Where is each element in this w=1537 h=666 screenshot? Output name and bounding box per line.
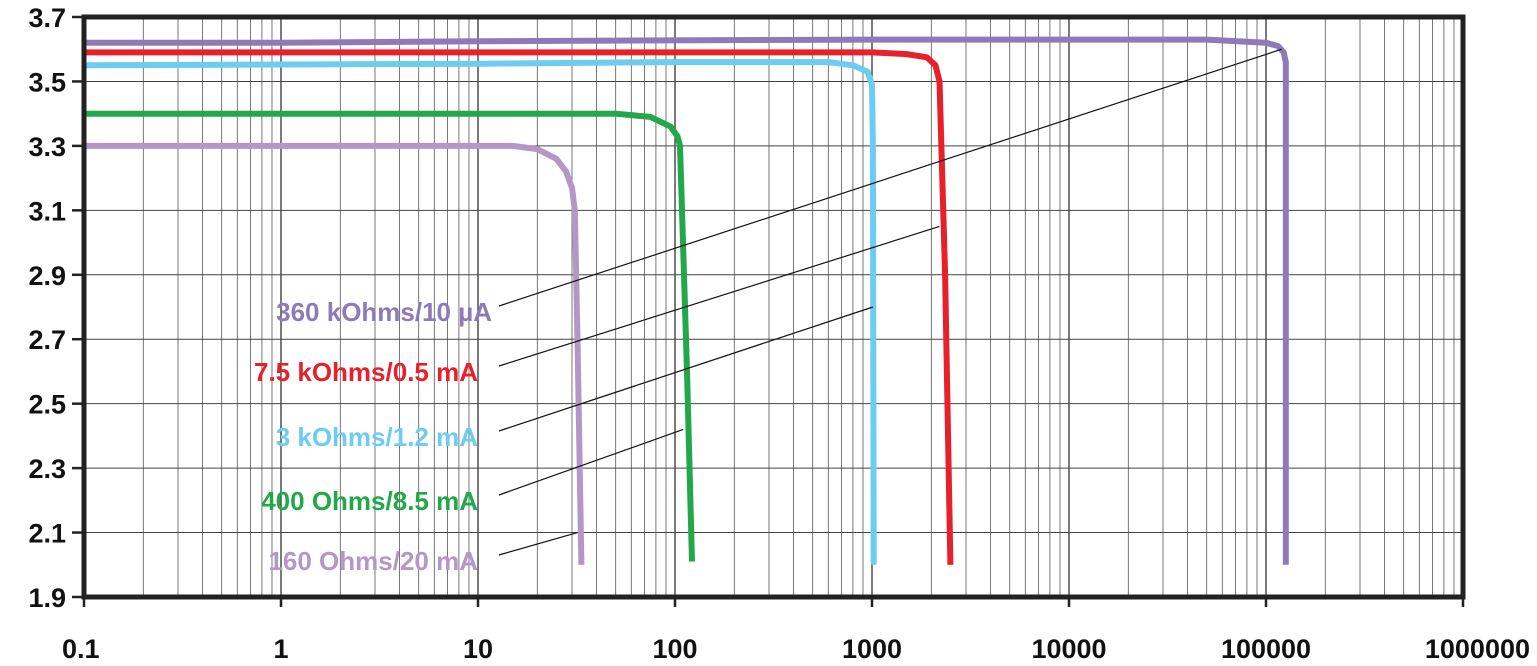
- x-tick-label: 10000: [1031, 634, 1106, 664]
- y-tick-label: 3.1: [28, 196, 66, 226]
- leader-lines: [498, 48, 1282, 556]
- y-tick-label: 2.7: [28, 325, 66, 355]
- series-label: 160 Ohms/20 mA: [268, 546, 478, 576]
- series-labels: 360 kOhms/10 µA 7.5 kOhms/0.5 mA 3 kOhms/1…: [254, 297, 492, 576]
- series-label: 7.5 kOhms/0.5 mA: [254, 357, 478, 387]
- y-tick-label: 2.9: [28, 261, 66, 291]
- y-tick-label: 3.3: [28, 132, 66, 162]
- x-tick-label: 100: [652, 634, 697, 664]
- y-tick-label: 2.5: [28, 390, 66, 420]
- series-lines: [83, 36, 1289, 565]
- x-tick-label: 100000: [1221, 634, 1311, 664]
- series-label: 360 kOhms/10 µA: [276, 297, 492, 327]
- y-tick-labels: 3.7 3.5 3.3 3.1 2.9 2.7 2.5 2.3 2.1 1.9: [28, 3, 66, 613]
- x-tick-labels: 0.1 1 10 100 1000 10000 100000 1000000: [62, 634, 1530, 664]
- x-tick-label: 1000000: [1425, 634, 1530, 664]
- x-tick-label: 1000: [842, 634, 902, 664]
- series-label: 3 kOhms/1.2 mA: [276, 422, 479, 452]
- y-tick-label: 3.7: [28, 3, 66, 33]
- y-tick-label: 3.5: [28, 67, 66, 97]
- series-label: 400 Ohms/8.5 mA: [261, 486, 478, 516]
- series-line: [84, 142, 585, 565]
- leader-line: [498, 48, 1282, 307]
- y-tick-label: 1.9: [28, 583, 66, 613]
- leader-line: [498, 306, 874, 432]
- series-line: [84, 110, 695, 562]
- leader-line: [498, 225, 940, 367]
- y-tick-label: 2.1: [28, 519, 66, 549]
- series-line: [84, 49, 954, 565]
- x-tick-label: 1: [273, 634, 288, 664]
- leader-line: [498, 428, 684, 496]
- x-tick-label: 0.1: [62, 634, 100, 664]
- series-line: [84, 36, 1289, 565]
- x-tick-label: 10: [463, 634, 493, 664]
- plot-frame: [81, 14, 1466, 600]
- y-tick-label: 2.3: [28, 454, 66, 484]
- leader-line: [498, 531, 578, 556]
- series-line: [83, 59, 877, 565]
